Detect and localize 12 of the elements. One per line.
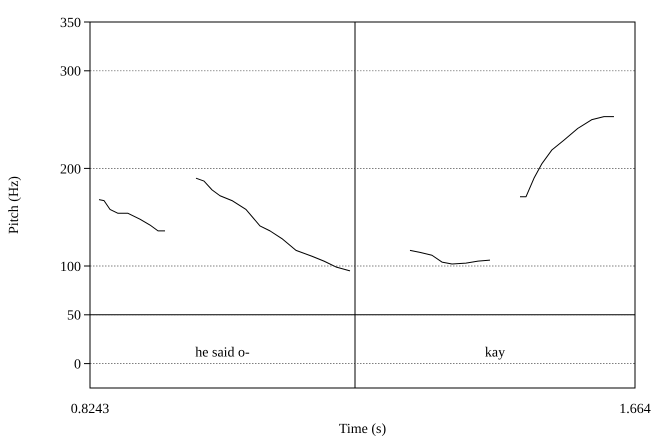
x-axis-title: Time (s) (338, 422, 386, 437)
y-tick-label: 350 (60, 16, 81, 31)
y-axis-title: Pitch (Hz) (7, 176, 22, 234)
y-tick-label: 100 (60, 260, 81, 275)
annotation: he said o- (195, 345, 250, 360)
annotation: kay (484, 345, 506, 360)
y-tick-label: 50 (67, 308, 81, 324)
x-tick-label: 0.8243 (70, 402, 110, 417)
y-tick-label: 0 (74, 358, 81, 372)
y-tick-label: 300 (60, 64, 81, 80)
y-tick-label: 200 (60, 162, 81, 178)
x-tick-label: 1.664 (619, 402, 651, 417)
